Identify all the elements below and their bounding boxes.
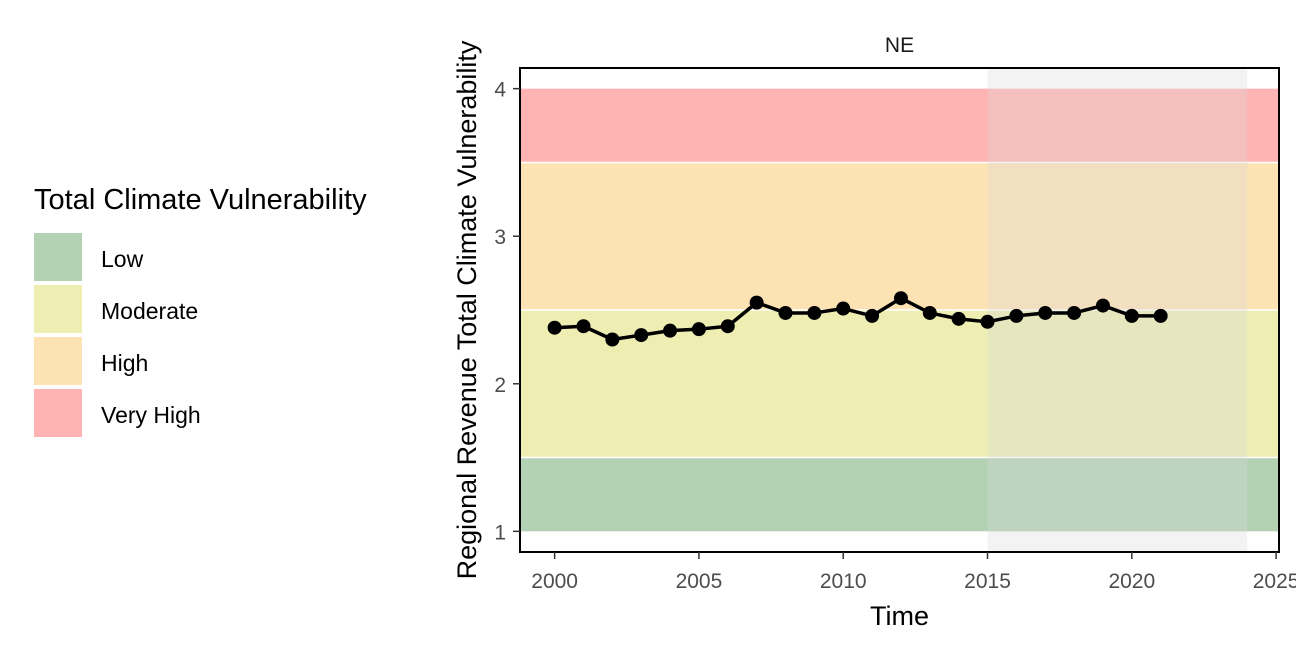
legend-label-very-high: Very High [101, 402, 201, 428]
x-axis-label: Time [870, 601, 929, 631]
legend-label-moderate: Moderate [101, 298, 199, 324]
series-line [554, 296, 1161, 342]
data-point-2014 [951, 311, 966, 326]
band-low [520, 457, 1279, 532]
x-tick-label: 2025 [1253, 570, 1296, 593]
legend-swatch-moderate [34, 285, 82, 333]
y-tick-label: 4 [494, 79, 506, 102]
legend-label-low: Low [101, 246, 144, 272]
data-point-2003 [634, 328, 649, 343]
data-point-2009 [807, 305, 822, 320]
y-tick-label: 2 [494, 374, 506, 397]
x-tick-label: 2020 [1108, 570, 1155, 593]
data-point-2019 [1095, 298, 1110, 313]
data-point-2010 [836, 301, 851, 316]
x-tick-label: 2005 [676, 570, 723, 593]
data-point-2011 [865, 308, 880, 323]
facet-title: NE [885, 34, 914, 57]
legend-swatch-high [34, 337, 82, 385]
legend-title: Total Climate Vulnerability [34, 184, 367, 216]
data-point-2013 [922, 305, 937, 320]
data-point-2012 [893, 291, 908, 306]
x-tick-label: 2010 [820, 570, 867, 593]
data-point-2004 [663, 323, 678, 338]
data-point-2000 [547, 320, 562, 335]
data-point-2020 [1124, 308, 1139, 323]
plot-panel-border [519, 67, 1280, 553]
y-tick-label: 3 [494, 226, 506, 249]
series-layer [547, 291, 1168, 347]
data-point-2005 [691, 322, 706, 337]
legend-swatch-very-high [34, 389, 82, 437]
data-point-2007 [749, 295, 764, 310]
legend-label-high: High [101, 350, 149, 376]
data-point-2018 [1067, 305, 1082, 320]
band-high [520, 162, 1279, 310]
data-point-2002 [605, 332, 620, 347]
y-axis: 1 2 3 4 [494, 79, 520, 544]
y-tick-label: 1 [494, 521, 506, 544]
data-point-2006 [720, 319, 735, 334]
data-point-2017 [1038, 305, 1053, 320]
x-tick-label: 2000 [531, 570, 578, 593]
x-axis: 2000 2005 2010 2015 2020 2025 [531, 552, 1296, 593]
data-point-2015 [980, 314, 995, 329]
data-point-2008 [778, 305, 793, 320]
x-tick-label: 2015 [964, 570, 1011, 593]
data-point-2021 [1153, 308, 1168, 323]
data-point-2001 [576, 319, 591, 334]
data-point-2016 [1009, 308, 1024, 323]
band-very-high [520, 88, 1279, 163]
y-axis-label: Regional Revenue Total Climate Vulnerabi… [452, 40, 482, 579]
legend-swatch-low [34, 233, 82, 281]
